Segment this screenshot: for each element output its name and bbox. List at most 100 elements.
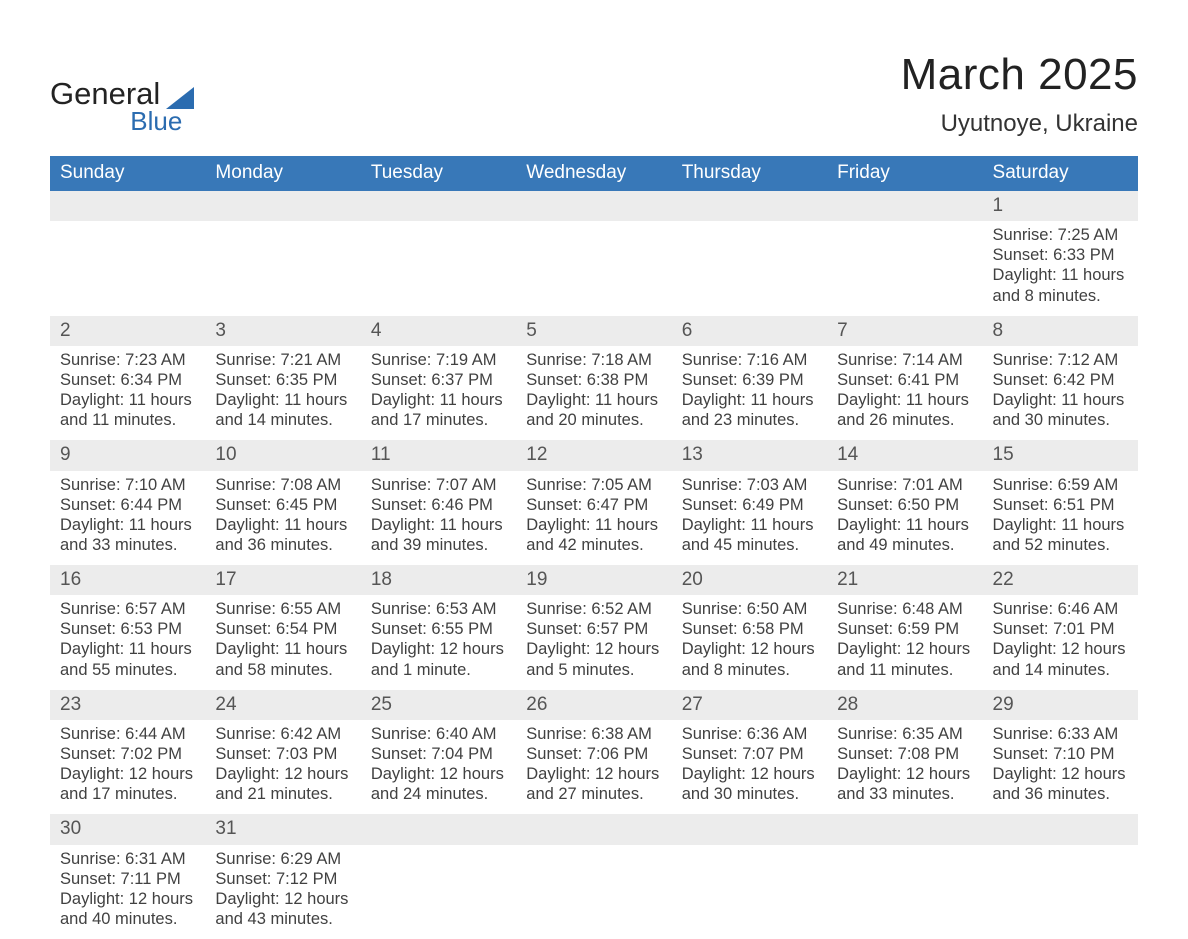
day-6-line-2: Daylight: 11 hours [682, 390, 817, 410]
day-22-details: Sunrise: 6:46 AMSunset: 7:01 PMDaylight:… [983, 595, 1138, 690]
day-28-line-1: Sunset: 7:08 PM [837, 744, 972, 764]
day-18-line-1: Sunset: 6:55 PM [371, 619, 506, 639]
day-16-number: 16 [50, 565, 205, 595]
empty-cell [205, 191, 360, 221]
empty-cell [672, 814, 827, 844]
day-8-line-0: Sunrise: 7:12 AM [993, 350, 1128, 370]
day-13-line-1: Sunset: 6:49 PM [682, 495, 817, 515]
day-13-line-3: and 45 minutes. [682, 535, 817, 555]
day-21-line-3: and 11 minutes. [837, 660, 972, 680]
day-15-line-3: and 52 minutes. [993, 535, 1128, 555]
day-28-number: 28 [827, 690, 982, 720]
day-26-line-3: and 27 minutes. [526, 784, 661, 804]
day-11-line-3: and 39 minutes. [371, 535, 506, 555]
day-15-line-1: Sunset: 6:51 PM [993, 495, 1128, 515]
day-17-line-3: and 58 minutes. [215, 660, 350, 680]
day-25-line-2: Daylight: 12 hours [371, 764, 506, 784]
empty-cell [983, 845, 1138, 939]
col-sunday: Sunday [50, 156, 205, 191]
empty-cell [827, 814, 982, 844]
day-29-line-3: and 36 minutes. [993, 784, 1128, 804]
day-19-line-2: Daylight: 12 hours [526, 639, 661, 659]
day-22-line-0: Sunrise: 6:46 AM [993, 599, 1128, 619]
day-22-line-1: Sunset: 7:01 PM [993, 619, 1128, 639]
day-20-details: Sunrise: 6:50 AMSunset: 6:58 PMDaylight:… [672, 595, 827, 690]
day-5-details: Sunrise: 7:18 AMSunset: 6:38 PMDaylight:… [516, 346, 671, 441]
day-6-line-3: and 23 minutes. [682, 410, 817, 430]
day-25-number: 25 [361, 690, 516, 720]
day-15-line-0: Sunrise: 6:59 AM [993, 475, 1128, 495]
empty-cell [672, 845, 827, 939]
header-right: March 2025 Uyutnoye, Ukraine [901, 50, 1138, 138]
day-13-number: 13 [672, 440, 827, 470]
day-11-line-1: Sunset: 6:46 PM [371, 495, 506, 515]
day-31-line-3: and 43 minutes. [215, 909, 350, 929]
day-8-line-3: and 30 minutes. [993, 410, 1128, 430]
day-4-line-1: Sunset: 6:37 PM [371, 370, 506, 390]
day-25-line-0: Sunrise: 6:40 AM [371, 724, 506, 744]
day-2-number: 2 [50, 316, 205, 346]
day-26-line-2: Daylight: 12 hours [526, 764, 661, 784]
day-11-line-2: Daylight: 11 hours [371, 515, 506, 535]
day-27-line-3: and 30 minutes. [682, 784, 817, 804]
day-31-details: Sunrise: 6:29 AMSunset: 7:12 PMDaylight:… [205, 845, 360, 939]
day-3-line-3: and 14 minutes. [215, 410, 350, 430]
week-2-daynum-row: 9101112131415 [50, 440, 1138, 470]
day-29-line-1: Sunset: 7:10 PM [993, 744, 1128, 764]
day-16-details: Sunrise: 6:57 AMSunset: 6:53 PMDaylight:… [50, 595, 205, 690]
day-28-line-3: and 33 minutes. [837, 784, 972, 804]
top-bar: General Blue March 2025 Uyutnoye, Ukrain… [50, 50, 1138, 138]
day-25-line-3: and 24 minutes. [371, 784, 506, 804]
day-12-line-2: Daylight: 11 hours [526, 515, 661, 535]
day-16-line-2: Daylight: 11 hours [60, 639, 195, 659]
day-10-line-3: and 36 minutes. [215, 535, 350, 555]
day-11-number: 11 [361, 440, 516, 470]
day-9-line-2: Daylight: 11 hours [60, 515, 195, 535]
empty-cell [361, 221, 516, 316]
calendar-header-row: Sunday Monday Tuesday Wednesday Thursday… [50, 156, 1138, 191]
day-6-number: 6 [672, 316, 827, 346]
day-7-line-0: Sunrise: 7:14 AM [837, 350, 972, 370]
empty-cell [516, 814, 671, 844]
day-12-line-0: Sunrise: 7:05 AM [526, 475, 661, 495]
day-3-number: 3 [205, 316, 360, 346]
day-18-details: Sunrise: 6:53 AMSunset: 6:55 PMDaylight:… [361, 595, 516, 690]
day-7-line-1: Sunset: 6:41 PM [837, 370, 972, 390]
day-19-details: Sunrise: 6:52 AMSunset: 6:57 PMDaylight:… [516, 595, 671, 690]
day-12-line-3: and 42 minutes. [526, 535, 661, 555]
day-31-number: 31 [205, 814, 360, 844]
empty-cell [516, 191, 671, 221]
page-title: March 2025 [901, 50, 1138, 100]
day-27-line-0: Sunrise: 6:36 AM [682, 724, 817, 744]
day-16-line-0: Sunrise: 6:57 AM [60, 599, 195, 619]
day-24-line-1: Sunset: 7:03 PM [215, 744, 350, 764]
day-21-line-2: Daylight: 12 hours [837, 639, 972, 659]
week-0-daynum-row: 1 [50, 191, 1138, 221]
day-18-line-0: Sunrise: 6:53 AM [371, 599, 506, 619]
week-5-daynum-row: 3031 [50, 814, 1138, 844]
day-18-line-2: Daylight: 12 hours [371, 639, 506, 659]
brand-word-2: Blue [130, 106, 182, 137]
day-4-line-0: Sunrise: 7:19 AM [371, 350, 506, 370]
day-1-number: 1 [983, 191, 1138, 221]
day-29-number: 29 [983, 690, 1138, 720]
day-23-line-3: and 17 minutes. [60, 784, 195, 804]
day-20-line-0: Sunrise: 6:50 AM [682, 599, 817, 619]
day-10-line-1: Sunset: 6:45 PM [215, 495, 350, 515]
day-30-line-1: Sunset: 7:11 PM [60, 869, 195, 889]
brand-logo: General Blue [50, 76, 194, 137]
day-22-number: 22 [983, 565, 1138, 595]
calendar-table: Sunday Monday Tuesday Wednesday Thursday… [50, 156, 1138, 939]
day-9-line-1: Sunset: 6:44 PM [60, 495, 195, 515]
day-30-number: 30 [50, 814, 205, 844]
day-12-number: 12 [516, 440, 671, 470]
day-8-details: Sunrise: 7:12 AMSunset: 6:42 PMDaylight:… [983, 346, 1138, 441]
day-7-details: Sunrise: 7:14 AMSunset: 6:41 PMDaylight:… [827, 346, 982, 441]
day-4-line-2: Daylight: 11 hours [371, 390, 506, 410]
week-2-detail-row: Sunrise: 7:10 AMSunset: 6:44 PMDaylight:… [50, 471, 1138, 566]
day-14-details: Sunrise: 7:01 AMSunset: 6:50 PMDaylight:… [827, 471, 982, 566]
empty-cell [827, 191, 982, 221]
day-11-details: Sunrise: 7:07 AMSunset: 6:46 PMDaylight:… [361, 471, 516, 566]
day-22-line-2: Daylight: 12 hours [993, 639, 1128, 659]
day-29-details: Sunrise: 6:33 AMSunset: 7:10 PMDaylight:… [983, 720, 1138, 815]
